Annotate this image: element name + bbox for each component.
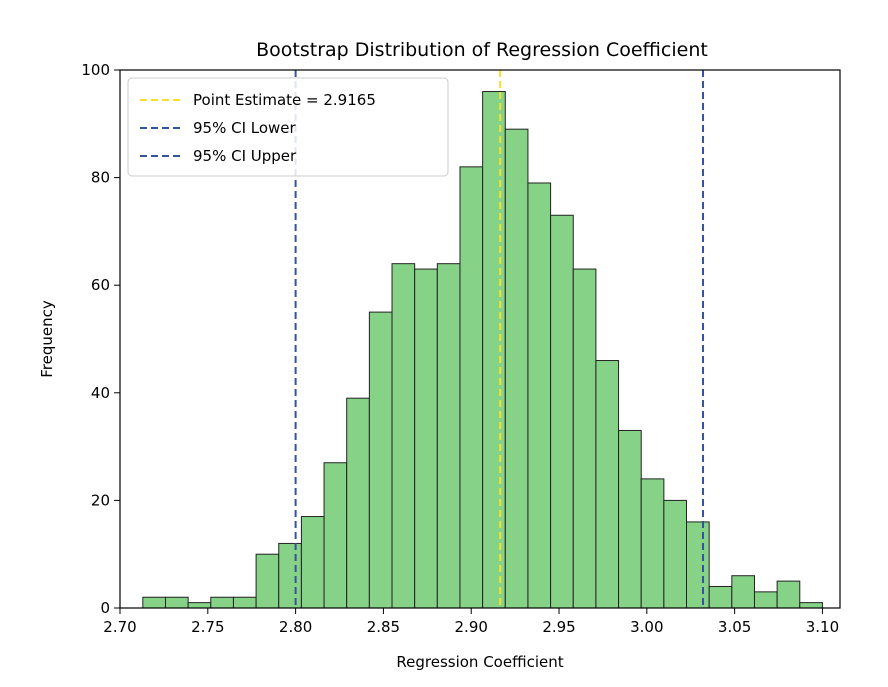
- histogram-bar: [232, 596, 257, 609]
- histogram-bar: [618, 429, 642, 609]
- y-tick-label: 80: [91, 169, 110, 187]
- histogram-bar: [550, 214, 574, 609]
- legend-label: Point Estimate = 2.9165: [193, 91, 376, 109]
- histogram-bar: [164, 596, 189, 609]
- histogram-bar: [459, 166, 484, 609]
- histogram-bar: [346, 397, 370, 609]
- y-axis-label: Frequency: [38, 300, 56, 378]
- y-tick-label: 20: [91, 491, 110, 509]
- legend-box: [127, 77, 449, 177]
- legend-label: 95% CI Lower: [193, 119, 297, 137]
- legend: Point Estimate = 2.9165 95% CI Lower 95% C…: [127, 77, 449, 177]
- histogram-bar: [142, 596, 166, 609]
- x-tick-label: 3.10: [806, 618, 839, 636]
- histogram-bar: [300, 516, 325, 609]
- legend-label: 95% CI Upper: [193, 147, 297, 165]
- x-axis-ticks: 2.70 2.75 2.80 2.85 2.90 2.95 3.00 3.05 3.10: [103, 608, 839, 636]
- histogram-bar: [391, 263, 416, 609]
- chart-title: Bootstrap Distribution of Regression Coe…: [256, 39, 708, 61]
- histogram-bar: [663, 499, 688, 609]
- histogram-bar: [436, 263, 461, 609]
- x-tick-label: 2.75: [191, 618, 224, 636]
- histogram-bar: [731, 575, 755, 609]
- histogram-bar: [527, 182, 552, 609]
- histogram-bar: [708, 585, 733, 609]
- x-tick-label: 2.85: [367, 618, 400, 636]
- histogram-bar: [572, 268, 597, 609]
- x-tick-label: 2.80: [279, 618, 312, 636]
- y-tick-label: 0: [100, 599, 110, 617]
- y-tick-label: 100: [81, 61, 110, 79]
- histogram-bar: [278, 542, 302, 609]
- histogram-bar: [776, 580, 801, 609]
- x-tick-label: 2.95: [542, 618, 575, 636]
- y-axis-ticks: 0 20 40 60 80 100: [81, 61, 120, 617]
- x-tick-label: 3.00: [630, 618, 663, 636]
- histogram-bar: [504, 128, 529, 609]
- y-tick-label: 60: [91, 276, 110, 294]
- histogram-bar: [753, 591, 778, 609]
- histogram-bar: [482, 91, 506, 609]
- x-tick-label: 3.05: [718, 618, 751, 636]
- histogram-bar: [255, 553, 280, 609]
- plot-frame: [119, 69, 841, 609]
- y-tick-label: 40: [91, 384, 110, 402]
- histogram-bar: [640, 478, 665, 609]
- histogram-bar: [187, 602, 212, 609]
- histogram-bar: [686, 521, 710, 609]
- histogram-bar: [368, 311, 393, 609]
- histogram-bar: [210, 596, 234, 609]
- x-tick-label: 2.70: [103, 618, 136, 636]
- histogram-bar: [799, 602, 823, 609]
- x-axis-label: Regression Coefficient: [396, 653, 563, 671]
- x-tick-label: 2.90: [455, 618, 488, 636]
- histogram-bar: [414, 268, 438, 609]
- histogram-bar: [595, 360, 620, 609]
- histogram-bar: [323, 462, 348, 609]
- histogram-bars: [142, 91, 823, 609]
